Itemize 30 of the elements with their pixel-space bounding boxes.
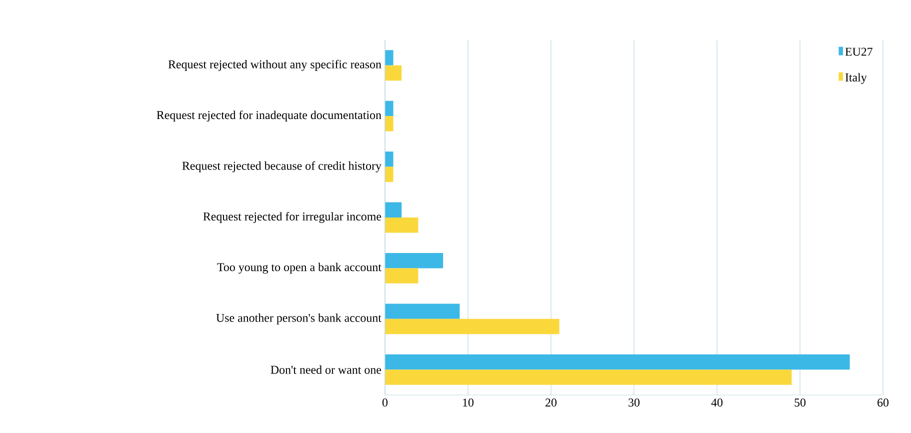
y-tick-label: Don't need or want one [270,365,382,374]
legend-label: Italy [845,73,867,84]
bar [384,202,402,218]
y-tick-label: Request rejected because of credit history [182,161,382,172]
bar [384,354,850,370]
y-tick-label: Request rejected for irregular income [203,212,382,223]
bar [384,318,560,334]
y-tick-label: Too young to open a bank account [217,262,382,274]
y-tick-label: Use another person's bank account [216,314,382,324]
bar [384,218,418,233]
x-tick-label: 60 [878,398,889,407]
legend-label: EU27 [845,48,872,56]
x-tick-label: 10 [463,398,474,407]
bar [384,370,792,385]
bar [384,304,460,319]
x-tick-label: 30 [628,398,640,407]
y-tick-label: Request rejected for inadequate documentation [156,110,382,122]
x-tick-label: 0 [382,398,388,407]
bar [384,268,418,284]
x-tick-label: 40 [711,398,723,407]
bar [384,116,394,132]
x-tick-label: 50 [794,398,806,407]
bar [384,166,394,182]
bar [384,100,394,116]
bar [384,253,444,268]
bar [384,50,394,66]
bar [384,65,402,81]
y-tick-label: Request rejected without any specific reason [168,60,382,71]
bar [384,152,394,167]
x-tick-label: 20 [546,398,557,407]
